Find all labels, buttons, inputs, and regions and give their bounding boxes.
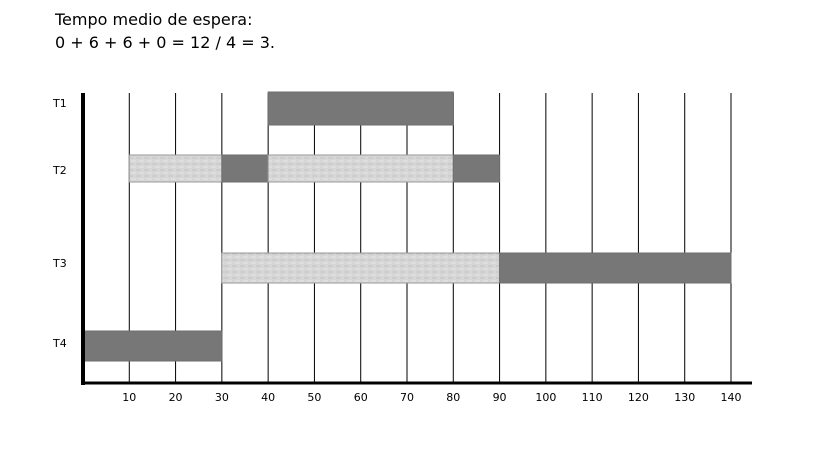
row-label-layer: T1 T2 T3 T4 bbox=[52, 97, 67, 350]
bar-t1-executing-40-80 bbox=[267, 91, 454, 126]
row-label-t2: T2 bbox=[52, 164, 67, 177]
x-tick-label-130: 130 bbox=[674, 391, 695, 404]
heading-line-2: 0 + 6 + 6 + 0 = 12 / 4 = 3. bbox=[55, 33, 275, 52]
tick-label-layer: 10 20 30 40 50 60 70 80 90 100 110 120 130 140 bbox=[122, 391, 741, 404]
x-tick-label-20: 20 bbox=[169, 391, 183, 404]
x-tick-label-100: 100 bbox=[535, 391, 556, 404]
heading-line-1: Tempo medio de espera: bbox=[55, 10, 253, 29]
bar-t2-executing-30-40 bbox=[221, 154, 269, 183]
bar-t2-waiting-40-80 bbox=[267, 154, 454, 183]
x-tick-label-10: 10 bbox=[122, 391, 136, 404]
x-tick-label-80: 80 bbox=[446, 391, 460, 404]
x-tick-label-90: 90 bbox=[493, 391, 507, 404]
bar-t4-executing-0-30 bbox=[82, 330, 223, 362]
x-tick-label-50: 50 bbox=[307, 391, 321, 404]
x-tick-label-120: 120 bbox=[628, 391, 649, 404]
row-label-t1: T1 bbox=[52, 97, 67, 110]
bar-layer bbox=[82, 91, 732, 362]
bar-t3-waiting-30-90 bbox=[221, 252, 501, 284]
x-tick-label-30: 30 bbox=[215, 391, 229, 404]
row-label-t4: T4 bbox=[52, 337, 67, 350]
row-label-t3: T3 bbox=[52, 257, 67, 270]
bar-t2-executing-80-90 bbox=[452, 154, 501, 183]
heading: Tempo medio de espera: 0 + 6 + 6 + 0 = 1… bbox=[55, 8, 275, 54]
bar-t2-waiting-10-30 bbox=[128, 154, 223, 183]
x-tick-label-110: 110 bbox=[582, 391, 603, 404]
x-tick-label-40: 40 bbox=[261, 391, 275, 404]
x-tick-label-140: 140 bbox=[721, 391, 742, 404]
x-tick-label-60: 60 bbox=[354, 391, 368, 404]
axis-layer bbox=[81, 93, 752, 385]
x-tick-label-70: 70 bbox=[400, 391, 414, 404]
bar-t3-executing-90-140 bbox=[499, 252, 732, 284]
